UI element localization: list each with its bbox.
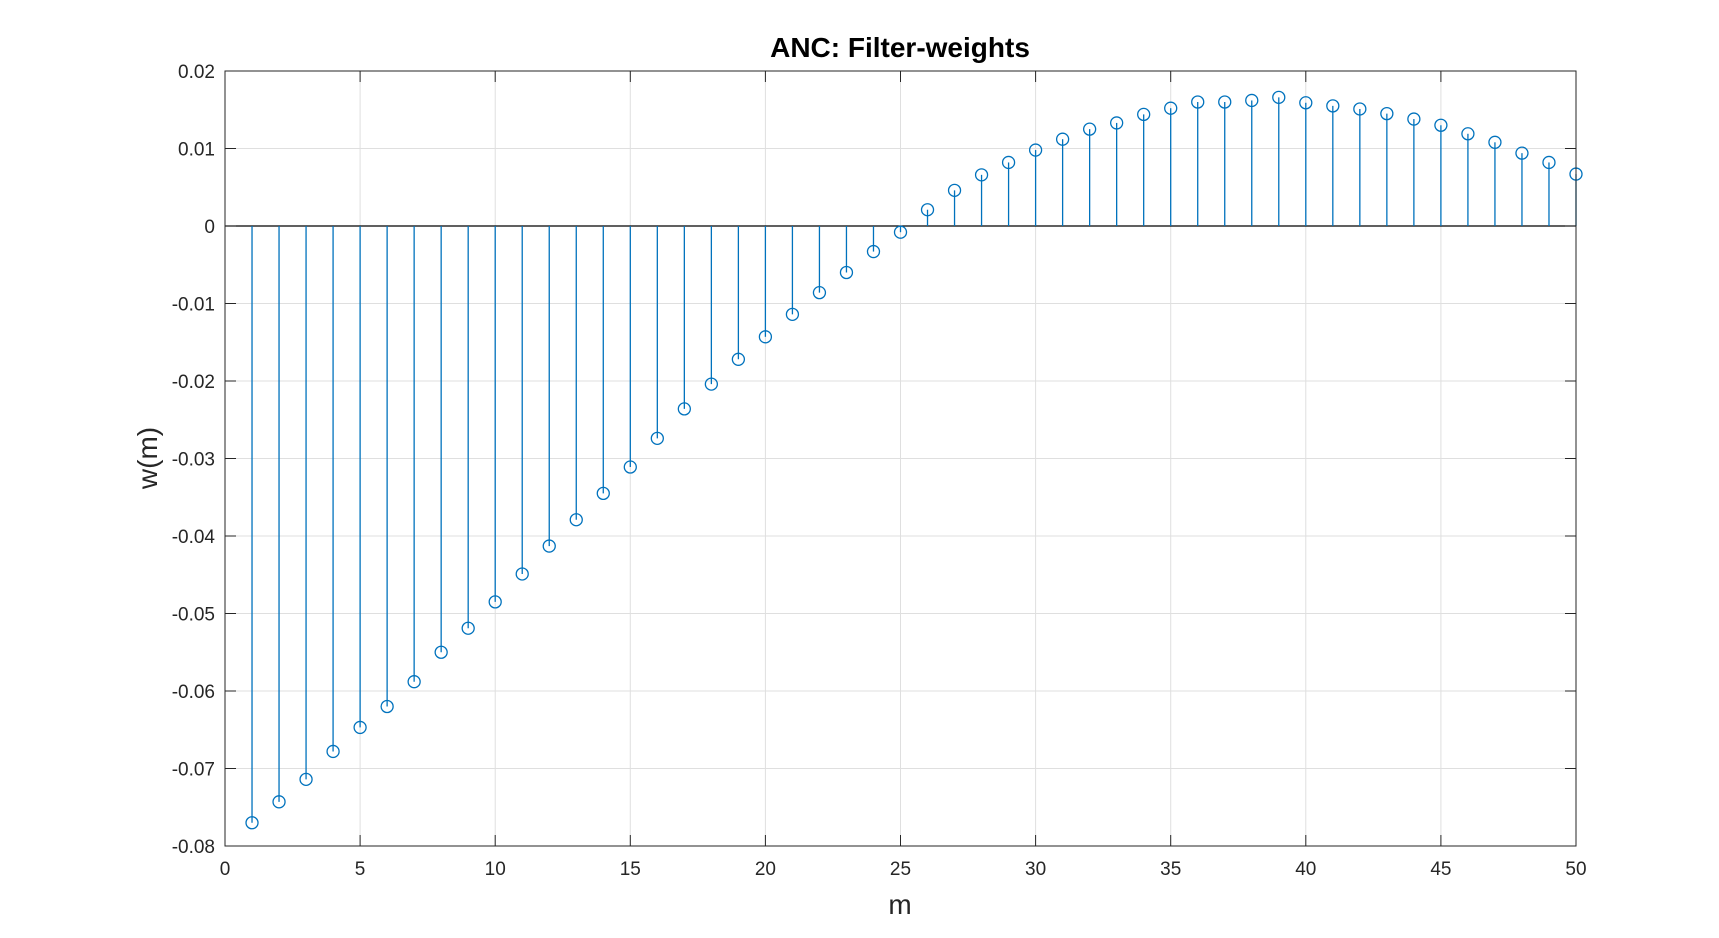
y-tick-label: -0.06 [172, 682, 215, 703]
stem-marker [1542, 155, 1556, 170]
stem-marker [947, 183, 962, 198]
stem-marker [542, 539, 556, 553]
x-tick-label: 30 [1025, 859, 1046, 880]
stem-marker [731, 352, 746, 366]
stem-marker [623, 460, 637, 474]
x-tick-label: 50 [1565, 859, 1586, 880]
stem-marker [1380, 106, 1394, 121]
x-tick-label: 15 [620, 859, 641, 880]
y-tick-label: -0.03 [172, 450, 215, 471]
stem-marker [785, 307, 800, 322]
y-tick-labels: 0.02 0.01 0 -0.01 -0.02 -0.03 -0.04 -0.05 -0.06 -… [172, 62, 216, 858]
stem-marker [650, 431, 664, 446]
x-tick-label: 35 [1160, 859, 1181, 880]
stem-marker [1055, 132, 1070, 146]
stem-marker [1218, 95, 1232, 109]
y-tick-label: -0.04 [172, 527, 216, 548]
stem-marker [812, 285, 827, 300]
y-tick-label: 0.01 [178, 140, 215, 161]
stem-marker [1488, 135, 1502, 149]
y-tick-label: -0.07 [172, 760, 215, 781]
stem-marker [272, 795, 286, 809]
x-tick-label: 25 [890, 859, 911, 880]
stem-marker [1137, 107, 1151, 122]
stem-marker [407, 675, 421, 689]
x-tick-label: 10 [485, 859, 506, 880]
stem-marker [1407, 112, 1421, 126]
stem-marker [677, 402, 691, 416]
x-tick-label: 45 [1430, 859, 1451, 880]
stem-marker [758, 330, 773, 344]
stem-marker [1191, 95, 1205, 109]
stem-marker [434, 645, 448, 659]
y-tick-label: -0.08 [172, 837, 215, 858]
y-tick-label: 0 [204, 217, 215, 238]
stem-marker [893, 225, 908, 239]
stem-marker [488, 595, 502, 609]
x-tick-label: 20 [755, 859, 776, 880]
stem-marker [1245, 93, 1259, 108]
stem-marker [920, 203, 935, 217]
y-tick-label: -0.05 [172, 605, 215, 626]
stem-marker [704, 377, 719, 391]
stem-marker [326, 744, 340, 759]
stem-marker [1110, 116, 1124, 130]
stem-marker [245, 816, 259, 830]
stem-marker [1082, 122, 1097, 136]
stem-marker [866, 244, 881, 259]
stem-marker [1353, 102, 1367, 116]
y-tick-label: -0.02 [172, 372, 215, 393]
stem-marker [380, 699, 394, 714]
stem-marker [1515, 146, 1529, 160]
stem-marker [299, 772, 313, 786]
x-tick-labels: 0 5 10 15 20 25 30 35 40 45 50 [220, 859, 1587, 880]
stem-marker [1299, 96, 1313, 110]
stem-marker [1326, 99, 1340, 113]
x-tick-label: 40 [1295, 859, 1316, 880]
x-tick-label: 0 [220, 859, 231, 880]
y-tick-label: 0.02 [178, 62, 215, 83]
stem-marker [1461, 127, 1475, 141]
stem-marker [1001, 155, 1016, 170]
stem-marker [1164, 101, 1178, 115]
stem-marker [839, 265, 854, 280]
stem-marker [461, 621, 475, 635]
tick-marks [224, 70, 1577, 847]
x-axis-label: m [888, 889, 911, 920]
stem-marker [1028, 143, 1043, 157]
stem-marker [353, 720, 367, 735]
stem-marker [1272, 90, 1286, 104]
chart-title: ANC: Filter-weights [770, 32, 1030, 63]
stem-marker [569, 513, 583, 527]
stem-marker [1434, 118, 1448, 132]
stem-marker [596, 486, 610, 501]
x-tick-label: 5 [355, 859, 366, 880]
stem-marker [974, 168, 989, 182]
y-axis-label: w(m) [132, 427, 163, 490]
y-tick-label: -0.01 [172, 295, 215, 316]
stem-marker [515, 567, 529, 581]
